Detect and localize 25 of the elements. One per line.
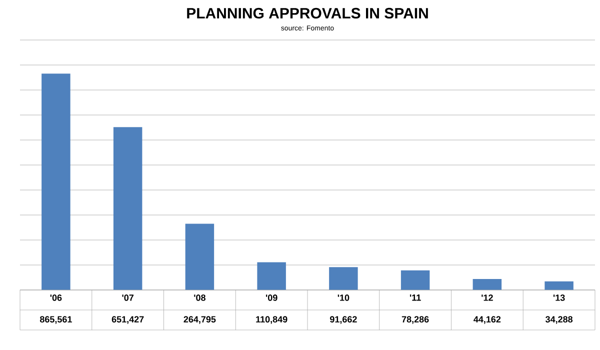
x-tick-label: '07 bbox=[122, 294, 134, 301]
data-label: 110,849 bbox=[256, 316, 288, 324]
data-label: 264,795 bbox=[184, 316, 216, 324]
x-tick-label: '13 bbox=[553, 294, 565, 301]
x-tick-label: '08 bbox=[194, 294, 206, 301]
x-tick-label: '11 bbox=[410, 294, 421, 301]
bar bbox=[544, 281, 574, 290]
bar bbox=[329, 267, 358, 290]
data-label: 44,162 bbox=[474, 316, 501, 324]
bar bbox=[185, 224, 214, 290]
bar bbox=[400, 270, 430, 290]
data-label: 865,561 bbox=[40, 316, 72, 324]
chart-title: PLANNING APPROVALS IN SPAIN bbox=[187, 8, 428, 19]
data-label: 78,286 bbox=[402, 316, 429, 324]
bar bbox=[472, 278, 502, 290]
bar bbox=[257, 262, 286, 290]
bar bbox=[113, 127, 142, 290]
x-tick-label: '09 bbox=[266, 294, 278, 301]
x-tick-label: '06 bbox=[50, 294, 62, 301]
data-label: 91,662 bbox=[330, 316, 357, 324]
data-label: 34,288 bbox=[546, 316, 573, 324]
x-tick-label: '12 bbox=[482, 294, 493, 301]
x-tick-label: '10 bbox=[338, 294, 350, 301]
bar bbox=[42, 74, 70, 290]
data-label: 651,427 bbox=[112, 316, 144, 324]
